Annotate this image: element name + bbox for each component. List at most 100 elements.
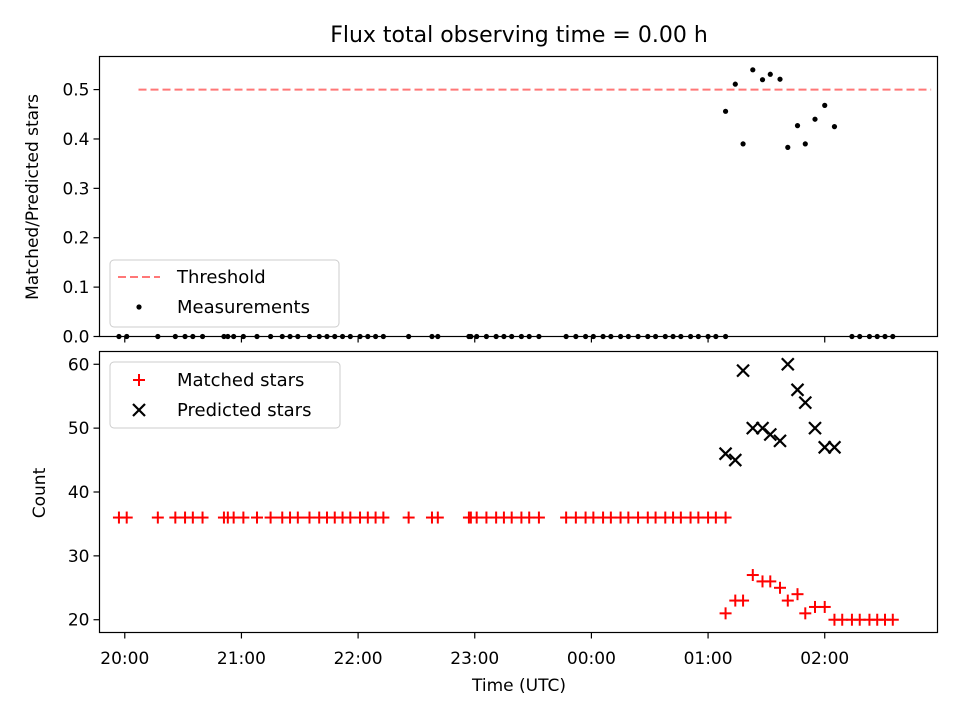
predicted-point: [718, 446, 733, 461]
x-tick-label: 01:00: [684, 649, 733, 669]
predicted-point: [798, 395, 813, 410]
matched-point: [431, 511, 444, 524]
predicted-legend-marker-b: [132, 403, 146, 417]
top-axes-frame: [98, 55, 939, 338]
measurement-point: [831, 124, 838, 130]
matched-point: [120, 511, 133, 524]
measurement-point: [750, 67, 756, 73]
matched-point: [818, 600, 831, 613]
predicted-point-b: [736, 363, 750, 378]
matched-point: [402, 511, 415, 524]
matched-point: [719, 511, 732, 524]
bottom-y-tick-label: 30: [68, 547, 90, 567]
bottom-y-tick-label: 40: [68, 483, 90, 503]
measurement-point: [777, 76, 783, 82]
measurement-point: [759, 77, 766, 83]
matched-point: [264, 511, 277, 524]
matched-point: [886, 613, 899, 626]
bottom-x-ticks: 20:00 21:00 22:00 23:00 00:00 01:00 02:00: [100, 632, 849, 669]
x-tick-label: 22:00: [334, 649, 383, 669]
predicted-point-b: [798, 395, 813, 410]
bottom-y-tick-label: 60: [68, 355, 90, 375]
measurement-point: [802, 141, 808, 147]
predicted-point: [763, 427, 778, 442]
bottom-y-tick-label: 20: [68, 611, 90, 631]
measurements-legend-swatch: [136, 304, 142, 310]
bottom-y-axis-label: Count: [30, 467, 50, 518]
predicted-point-b: [817, 440, 832, 455]
predicted-point: [781, 357, 795, 372]
predicted-point: [817, 440, 832, 455]
measurement-point: [794, 123, 801, 129]
matched-point: [791, 588, 804, 601]
matched-legend-marker: [133, 374, 145, 386]
measurement-point: [767, 71, 773, 77]
top-y-tick-label: 0.0: [62, 328, 89, 348]
measurement-point: [822, 102, 828, 108]
top-y-axis-label: Matched/Predicted stars: [23, 94, 43, 300]
x-tick-label: 02:00: [800, 649, 849, 669]
matched-legend-label: Matched stars: [177, 370, 304, 391]
x-axis-label: Time (UTC): [471, 676, 566, 696]
x-tick-label: 21:00: [217, 649, 266, 669]
bottom-plot-area: [112, 357, 899, 626]
predicted-point-b: [773, 434, 787, 448]
matched-legend-swatch: [133, 374, 145, 386]
predicted-point: [728, 453, 743, 467]
matched-point: [377, 511, 390, 524]
matched-point: [532, 511, 545, 524]
matched-point: [764, 575, 777, 588]
x-tick-label: 20:00: [100, 649, 149, 669]
measurement-point: [722, 108, 729, 114]
matched-point: [799, 607, 812, 620]
bottom-legend: Matched stars Predicted stars: [109, 361, 341, 429]
top-y-ticks: 0.0 0.1 0.2 0.3 0.4 0.5: [62, 81, 100, 348]
top-y-tick-label: 0.5: [62, 81, 89, 101]
predicted-point-b: [790, 383, 805, 397]
measurement-point: [785, 144, 791, 150]
bottom-panel: 20 30 40 50 60 20:00 21:00 22:00 23:00 00:00 01:0…: [30, 350, 939, 696]
bottom-y-ticks: 20 30 40 50 60: [68, 355, 100, 631]
matched-point: [781, 594, 794, 607]
predicted-point: [827, 440, 842, 455]
predicted-point-b: [746, 421, 760, 435]
top-panel: 0.0 0.1 0.2 0.3 0.4 0.5 Matched/Predicted sta…: [23, 55, 939, 348]
predicted-point-b: [827, 440, 842, 455]
matched-point: [237, 511, 250, 524]
x-tick-label: 23:00: [450, 649, 499, 669]
predicted-point: [773, 434, 787, 448]
predicted-point-b: [755, 421, 770, 435]
measurement-point: [740, 141, 746, 147]
bottom-legend-box: [109, 361, 341, 429]
predicted-point: [746, 421, 760, 435]
top-y-tick-label: 0.2: [62, 229, 89, 249]
predicted-point-b: [763, 427, 778, 442]
threshold-legend-label: Threshold: [176, 267, 266, 288]
x-tick-label: 00:00: [567, 649, 616, 669]
matched-point: [291, 511, 304, 524]
top-y-tick-label: 0.4: [62, 130, 89, 150]
matched-point: [719, 607, 732, 620]
predicted-point-b: [781, 357, 795, 372]
top-x-ticks: [124, 336, 826, 343]
predicted-legend-label: Predicted stars: [177, 400, 311, 421]
predicted-point: [808, 421, 822, 435]
predicted-point: [736, 363, 750, 378]
predicted-point-b: [718, 446, 733, 461]
matched-point: [746, 569, 759, 582]
top-legend: Threshold Measurements: [109, 259, 340, 328]
matched-point: [774, 581, 787, 594]
measurement-point: [732, 81, 738, 87]
matched-point: [737, 594, 750, 607]
measurements-legend-label: Measurements: [177, 297, 310, 318]
top-y-tick-label: 0.1: [62, 278, 89, 298]
chart-title: Flux total observing time = 0.00 h: [330, 23, 708, 48]
predicted-legend-marker: [132, 403, 146, 417]
predicted-point-b: [728, 453, 743, 467]
predicted-point-b: [808, 421, 822, 435]
bottom-y-tick-label: 50: [68, 419, 90, 439]
predicted-legend-swatch: [132, 403, 146, 417]
measurement-point: [812, 116, 818, 122]
